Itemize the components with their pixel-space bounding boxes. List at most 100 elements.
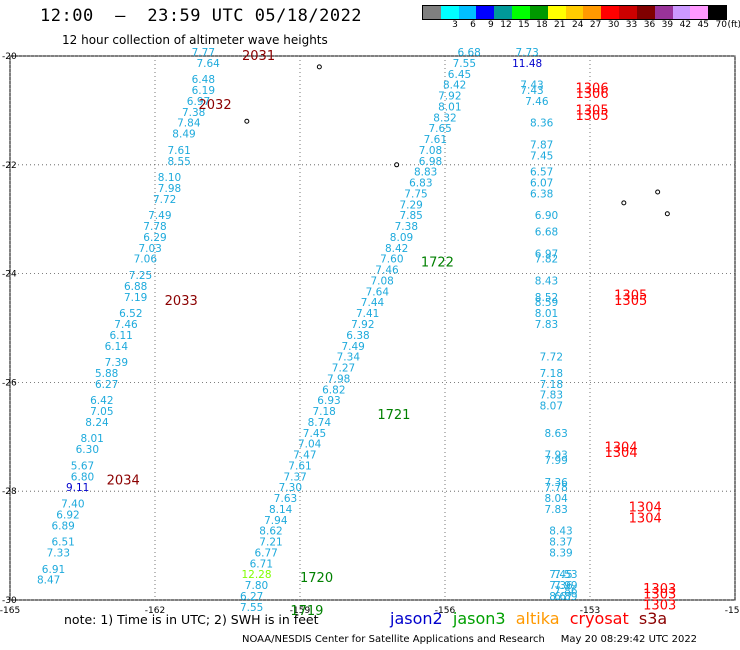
longitude-tick-label: -156: [435, 606, 456, 616]
legend-label: 12: [500, 20, 512, 30]
swh-value: 7.38: [395, 221, 418, 233]
legend-swatch: [654, 6, 673, 19]
swh-value: 7.55: [453, 58, 476, 70]
swh-value: 6.38: [346, 330, 369, 342]
swh-value: 6.71: [250, 558, 273, 570]
pass-time-label: 1303: [643, 582, 676, 597]
swh-value: 6.88: [124, 281, 147, 293]
swh-value: 8.52: [535, 292, 558, 304]
swh-value: 7.37: [283, 471, 306, 483]
legend-swatch: [672, 6, 691, 19]
legend-swatch: [423, 6, 441, 19]
pass-time-label: 1303: [643, 588, 676, 603]
swh-value: 6.83: [409, 178, 432, 190]
satellite-legend: jason2 jason3 altika cryosat s3a: [390, 609, 667, 628]
legend-label: 24: [571, 20, 584, 30]
swh-value: 6.89: [554, 591, 577, 603]
longitude-tick-label: -159: [290, 606, 311, 616]
swh-value: 7.29: [399, 199, 422, 211]
map-title: 12:00 – 23:59 UTC 05/18/2022: [40, 6, 363, 26]
swh-value: 7.33: [47, 547, 70, 559]
swh-value: 7.46: [525, 96, 549, 108]
swh-value: 7.18: [540, 379, 563, 391]
swh-value: 6.97: [535, 248, 558, 260]
swh-value: 7.08: [419, 145, 442, 157]
pass-time-label: 1305: [576, 109, 609, 124]
swh-value: 9.11: [66, 482, 89, 494]
swh-value: 7.43: [520, 80, 543, 92]
pass-time-label: 1305: [614, 294, 647, 309]
swh-value: 7.44: [361, 297, 385, 309]
satellite-name: altika: [515, 609, 570, 628]
swh-value: 7.46: [375, 265, 399, 277]
swh-value: 7.83: [540, 390, 563, 402]
swh-value: 6.42: [90, 395, 113, 407]
swh-value: 7.92: [351, 319, 374, 331]
swh-value: 7.77: [192, 47, 215, 59]
swh-value: 6.07: [530, 178, 553, 190]
swh-value: 7.04: [298, 439, 322, 451]
legend-swatch: [494, 6, 513, 19]
swh-value: 7.03: [138, 243, 161, 255]
swh-value: 6.98: [419, 156, 442, 168]
pass-time-label: 2033: [165, 294, 198, 309]
swh-value: 8.39: [549, 547, 572, 559]
island-outline: [621, 200, 627, 206]
legend-swatch: [529, 6, 548, 19]
swh-value: 5.88: [95, 368, 118, 380]
swh-value: 7.38: [182, 107, 205, 119]
map-subtitle: 12 hour collection of altimeter wave hei…: [62, 33, 328, 47]
swh-value: 6.19: [192, 85, 215, 97]
swh-value: 7.46: [114, 319, 138, 331]
longitude-tick-label: -162: [145, 606, 165, 616]
swh-value: 6.30: [76, 444, 99, 456]
swh-value: 8.07: [540, 401, 563, 413]
swh-value: 6.89: [51, 520, 74, 532]
swh-value: 5.67: [71, 460, 94, 472]
swh-value: 8.01: [80, 433, 103, 445]
legend-label: 6: [470, 20, 476, 30]
swh-value: 8.59: [535, 297, 558, 309]
legend-swatch: [458, 6, 477, 19]
latitude-tick-label: -20: [2, 52, 17, 62]
pass-time-label: 2034: [107, 473, 140, 488]
swh-value: 7.63: [274, 493, 297, 505]
swh-value: 7.36: [549, 580, 573, 592]
legend-swatches: [422, 5, 727, 20]
pass-time-label: 1303: [643, 598, 676, 613]
swh-value: 7.30: [279, 482, 302, 494]
swh-value: 7.94: [264, 515, 288, 527]
wave-height-points: 7.777.646.486.196.977.387.848.497.618.55…: [37, 47, 578, 614]
swh-value: 6.68: [535, 227, 558, 239]
legend-swatch: [619, 6, 637, 19]
island-outline: [394, 162, 400, 168]
swh-value: 7.72: [153, 194, 176, 206]
swh-value: 7.75: [404, 188, 427, 200]
swh-value: 6.68: [457, 47, 480, 59]
swh-value: 7.64: [196, 58, 220, 70]
swh-value: 8.43: [549, 526, 572, 538]
footnote: note: 1) Time is in UTC; 2) SWH is in fe…: [64, 612, 319, 627]
legend-swatch: [708, 6, 727, 19]
swh-value: 8.10: [158, 172, 181, 184]
swh-value: 8.42: [385, 243, 408, 255]
pass-labels: 2031 2032 2033 2034 1722 1721 1720 1719 13061306…: [107, 49, 677, 619]
swh-value: 7.53: [554, 569, 577, 581]
swh-value: 7.39: [105, 357, 128, 369]
swh-value: 6.52: [119, 308, 142, 320]
pass-time-label: 1722: [421, 256, 454, 271]
swh-value: 8.37: [549, 537, 572, 549]
swh-value: 8.32: [433, 112, 456, 124]
legend-label: 42: [679, 20, 692, 30]
legend-swatch: [601, 6, 620, 19]
swh-value: 7.83: [535, 319, 558, 331]
swh-value: 7.65: [428, 123, 451, 135]
legend-swatch: [636, 6, 655, 19]
swh-value: 7.73: [515, 47, 538, 59]
legend-swatch: [690, 6, 709, 19]
swh-value: 7.45: [549, 569, 572, 581]
swh-value: 7.61: [167, 145, 190, 157]
swh-value: 8.14: [269, 504, 293, 516]
